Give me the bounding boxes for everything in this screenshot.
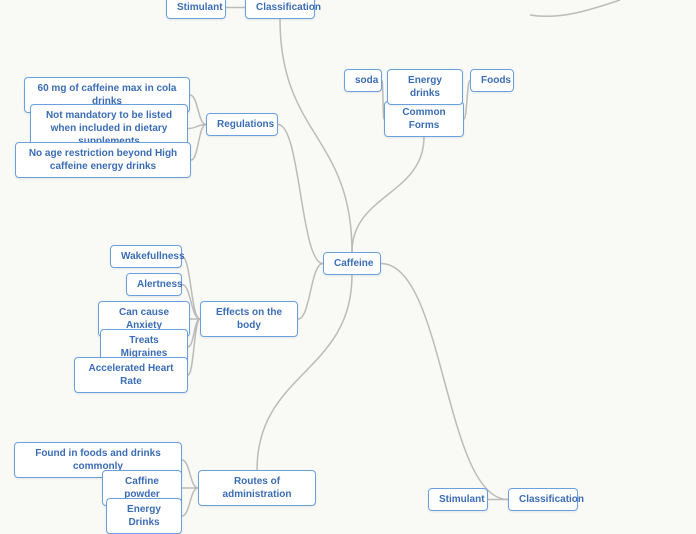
node-class_top[interactable]: Classification <box>245 0 315 19</box>
node-class_bot[interactable]: Classification <box>508 488 578 511</box>
node-edrinks[interactable]: Energy Drinks <box>106 498 182 534</box>
node-alertness[interactable]: Alertness <box>126 273 182 296</box>
node-stim_top[interactable]: Stimulant <box>166 0 226 19</box>
node-center[interactable]: Caffeine <box>323 252 381 275</box>
node-soda[interactable]: soda <box>344 69 382 92</box>
node-foods[interactable]: Foods <box>470 69 514 92</box>
node-stim_bot[interactable]: Stimulant <box>428 488 488 511</box>
node-energy[interactable]: Energy drinks <box>387 69 463 105</box>
node-wakefulness[interactable]: Wakefullness <box>110 245 182 268</box>
node-effects[interactable]: Effects on the body <box>200 301 298 337</box>
node-regulations[interactable]: Regulations <box>206 113 278 136</box>
node-reg3[interactable]: No age restriction beyond High caffeine … <box>15 142 191 178</box>
node-heart[interactable]: Accelerated Heart Rate <box>74 357 188 393</box>
node-common[interactable]: Common Forms <box>384 101 464 137</box>
node-routes[interactable]: Routes of administration <box>198 470 316 506</box>
